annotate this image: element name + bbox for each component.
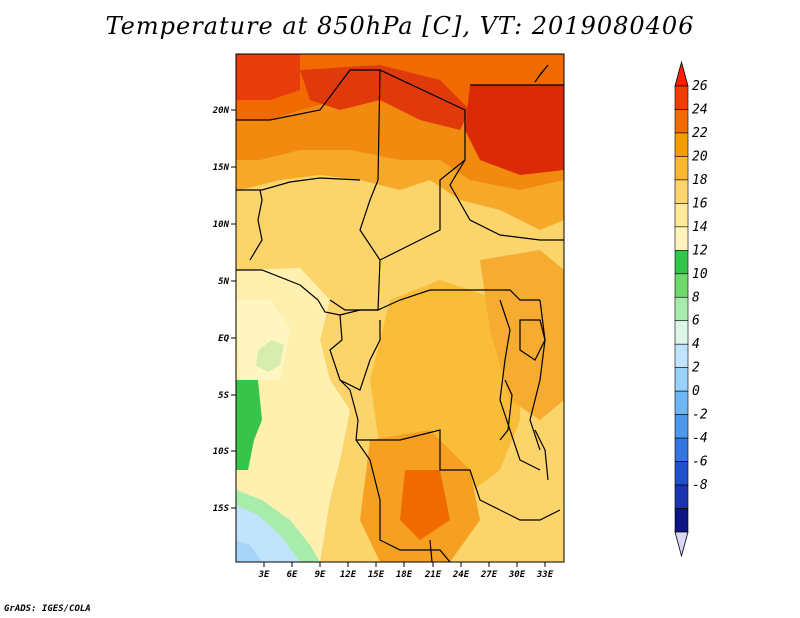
lat-label-eq: EQ — [218, 334, 229, 344]
grads-credit: GrADS: IGES/COLA — [4, 604, 91, 614]
colorbar-label: 8 — [692, 290, 700, 305]
border-zambia-moz — [499, 509, 561, 521]
chart-title: Temperature at 850hPa [C], VT: 201908040… — [105, 12, 695, 40]
colorbar-label: 22 — [692, 126, 708, 141]
colorbar-label: 26 — [692, 79, 708, 94]
colorbar-label: -2 — [692, 408, 708, 423]
colorbar-label: -6 — [692, 455, 708, 470]
border-chad-sudan — [379, 159, 466, 261]
colorbar-segment — [674, 132, 689, 157]
lon-label-18e: 18E — [396, 570, 413, 580]
colorbar-segment — [674, 179, 689, 204]
colorbar-label: 24 — [692, 102, 708, 117]
colorbar-label: 2 — [692, 361, 700, 376]
colorbar-label: 4 — [692, 337, 700, 352]
colorbar-segment — [674, 461, 689, 486]
field-east-orange — [480, 250, 564, 420]
border-chad-cameroon — [329, 69, 381, 311]
lon-label-6e: 6E — [287, 570, 298, 580]
lat-label-10n: 10N — [213, 220, 230, 230]
lake-tanganyika — [499, 379, 513, 441]
colorbar-segment — [674, 414, 689, 439]
border-east — [529, 299, 546, 451]
coast-red-sea — [534, 64, 549, 83]
field-green-patch-2 — [236, 380, 262, 470]
lon-label-3e: 3E — [258, 570, 270, 580]
border-nigeria — [249, 189, 263, 261]
lat-label-5s: 5S — [218, 391, 229, 401]
field-north-hot-2 — [465, 85, 564, 175]
border-lakes — [499, 299, 541, 471]
colorbar-segment — [674, 484, 689, 509]
colorbar-segment — [674, 226, 689, 251]
colorbar-bottom-arrow — [674, 531, 689, 558]
lake-victoria — [519, 319, 546, 361]
border-congo-drc — [339, 320, 381, 391]
latitude-axis: 20N 15N 10N 5N EQ 5S 10S 15S — [212, 106, 236, 514]
temperature-field — [236, 54, 564, 562]
colorbar-top-arrow — [674, 60, 689, 87]
border-car-drc — [339, 289, 540, 316]
colorbar-label: 18 — [692, 173, 708, 188]
colorbar-segment — [674, 273, 689, 298]
colorbar-segment — [674, 367, 689, 392]
lon-label-21e: 21E — [424, 570, 442, 580]
colorbar-label: 20 — [692, 149, 708, 164]
colorbar-segment — [674, 390, 689, 415]
field-equatorial-pale — [236, 300, 290, 380]
map-frame — [235, 53, 565, 563]
border-namibia — [429, 539, 433, 562]
border-sahel — [236, 69, 564, 241]
field-southwest-blue — [236, 540, 262, 562]
colorbar-label: -8 — [692, 478, 708, 493]
colorbar-segment — [674, 343, 689, 368]
longitude-axis: 3E 6E 9E 12E 15E 18E 21E 24E 27E 30E 33E — [258, 562, 554, 580]
colorbar-segment — [674, 250, 689, 275]
field-north-hot-1 — [300, 65, 470, 130]
colorbar-segment — [674, 203, 689, 228]
lon-label-9e: 9E — [315, 570, 326, 580]
colorbar-label: 10 — [692, 267, 708, 282]
border-niger-nigeria — [236, 177, 361, 191]
lon-label-30e: 30E — [508, 570, 526, 580]
colorbar-label: 14 — [692, 220, 708, 235]
lake-malawi — [534, 429, 549, 481]
colorbar-segment — [674, 156, 689, 181]
lat-label-10s: 10S — [213, 447, 230, 457]
field-southwest-lightblue — [236, 505, 300, 562]
lon-label-12e: 12E — [340, 570, 357, 580]
lat-label-20n: 20N — [212, 106, 230, 116]
coast-gulf-guinea — [236, 269, 341, 316]
colorbar-segment — [674, 296, 689, 322]
field-southern-hot — [400, 470, 450, 540]
colorbar-label: -4 — [692, 431, 708, 446]
colorbar-segment — [674, 437, 689, 462]
lon-label-33e: 33E — [536, 570, 554, 580]
lat-label-5n: 5N — [218, 277, 229, 287]
border-drc-zambia — [356, 429, 501, 511]
colorbar-label: 0 — [692, 384, 700, 399]
field-north-hot-3 — [236, 54, 300, 100]
colorbar-segment — [674, 85, 689, 110]
colorbar-segment — [674, 109, 689, 134]
colorbar-segment — [674, 508, 689, 533]
colorbar-label: 6 — [692, 314, 700, 329]
country-borders — [236, 64, 564, 562]
lat-label-15n: 15N — [213, 163, 230, 173]
colorbar-label: 16 — [692, 196, 708, 211]
lon-label-27e: 27E — [480, 570, 498, 580]
colorbar-label: 12 — [692, 243, 708, 258]
lon-label-15e: 15E — [368, 570, 385, 580]
lat-label-15s: 15S — [213, 504, 230, 514]
lon-label-24e: 24E — [452, 570, 470, 580]
colorbar-segment — [674, 320, 689, 345]
